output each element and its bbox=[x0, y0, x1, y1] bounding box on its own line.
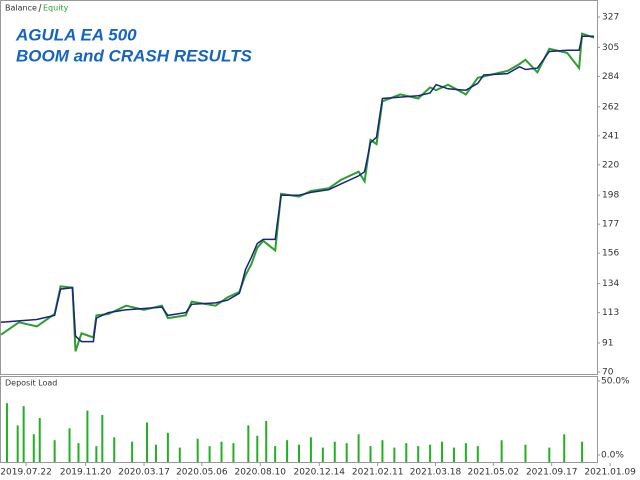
bar bbox=[265, 420, 268, 462]
bar bbox=[417, 446, 420, 462]
y-tick-label: 156 bbox=[602, 249, 619, 259]
x-tick-label: 2020.12.14 bbox=[293, 468, 345, 478]
y-tick-label: 113 bbox=[602, 308, 619, 318]
bar bbox=[5, 403, 8, 462]
bar bbox=[86, 410, 89, 462]
y-tick-label: 284 bbox=[602, 72, 619, 82]
x-tick-label: 2019.07.22 bbox=[0, 468, 52, 478]
annotation: AGULA EA 500 bbox=[15, 25, 137, 44]
bar bbox=[113, 437, 116, 462]
bar bbox=[548, 447, 551, 462]
y-tick-label: 305 bbox=[602, 43, 619, 53]
y-tick-label: 70 bbox=[602, 368, 614, 378]
y-tick-label: 134 bbox=[602, 279, 619, 289]
y-tick-label: 241 bbox=[602, 131, 619, 141]
bar bbox=[131, 441, 134, 462]
legend-separator bbox=[38, 3, 42, 13]
bar bbox=[524, 444, 527, 462]
bar bbox=[369, 446, 372, 462]
annotation: BOOM and CRASH RESULTS bbox=[16, 46, 252, 65]
x-tick-label: 2020.08.10 bbox=[234, 468, 286, 478]
bar bbox=[38, 418, 41, 462]
bar bbox=[22, 406, 25, 462]
bar bbox=[154, 444, 157, 462]
bar bbox=[563, 434, 566, 462]
bar bbox=[208, 446, 211, 462]
bar bbox=[286, 440, 289, 462]
bar bbox=[232, 443, 235, 462]
bar bbox=[309, 437, 312, 462]
bar bbox=[196, 438, 199, 462]
series-line bbox=[0, 32, 595, 352]
x-tick-label: 2021.01.09 bbox=[584, 468, 636, 478]
y-tick-label: 177 bbox=[602, 220, 619, 230]
legend-entry: Balance bbox=[5, 4, 37, 13]
load-panel bbox=[0, 376, 598, 463]
x-tick-label: 2020.05.06 bbox=[176, 468, 228, 478]
bar bbox=[345, 443, 348, 462]
x-tick-label: 2020.03.17 bbox=[118, 468, 170, 478]
bar bbox=[247, 425, 250, 462]
main-panel bbox=[0, 0, 598, 375]
bar bbox=[452, 447, 455, 462]
y-tick-label: 262 bbox=[602, 102, 619, 112]
y-tick-label: 0.0% bbox=[601, 451, 624, 461]
y-tick-label: 50.0% bbox=[601, 377, 630, 387]
y-tick-label: 198 bbox=[602, 191, 619, 201]
bar bbox=[77, 443, 80, 462]
bar bbox=[500, 440, 503, 462]
bar bbox=[464, 443, 467, 462]
bar bbox=[166, 432, 169, 462]
bar bbox=[581, 441, 584, 462]
bar bbox=[274, 446, 277, 462]
bar bbox=[298, 444, 300, 462]
bar bbox=[476, 446, 479, 462]
bar bbox=[381, 440, 384, 462]
bar bbox=[333, 441, 336, 462]
bar bbox=[32, 434, 35, 462]
y-tick-label: 327 bbox=[602, 13, 619, 23]
x-tick-label: 2019.11.20 bbox=[60, 468, 112, 478]
bar bbox=[357, 434, 360, 462]
bar bbox=[321, 447, 324, 462]
x-tick-label: 2021.05.02 bbox=[468, 468, 520, 478]
bar bbox=[95, 446, 98, 462]
x-tick-label: 2021.09.17 bbox=[526, 468, 578, 478]
x-tick-label: 2021.03.18 bbox=[410, 468, 462, 478]
bar bbox=[256, 435, 259, 462]
bar bbox=[220, 441, 223, 462]
series-line bbox=[0, 35, 594, 343]
legend-entry: Equity bbox=[43, 4, 69, 13]
x-tick-label: 2021.02.11 bbox=[352, 468, 404, 478]
bar bbox=[101, 415, 104, 462]
bar bbox=[441, 441, 444, 462]
bar bbox=[405, 443, 408, 462]
bar bbox=[429, 444, 432, 462]
bar bbox=[16, 425, 19, 462]
y-tick-label: 220 bbox=[602, 160, 619, 170]
bar bbox=[68, 428, 71, 462]
bar bbox=[53, 440, 56, 462]
bar bbox=[393, 447, 396, 462]
bar bbox=[146, 422, 149, 462]
bar bbox=[178, 447, 181, 462]
y-tick-label: 91 bbox=[602, 338, 613, 348]
panel-title: Deposit Load bbox=[5, 379, 57, 388]
